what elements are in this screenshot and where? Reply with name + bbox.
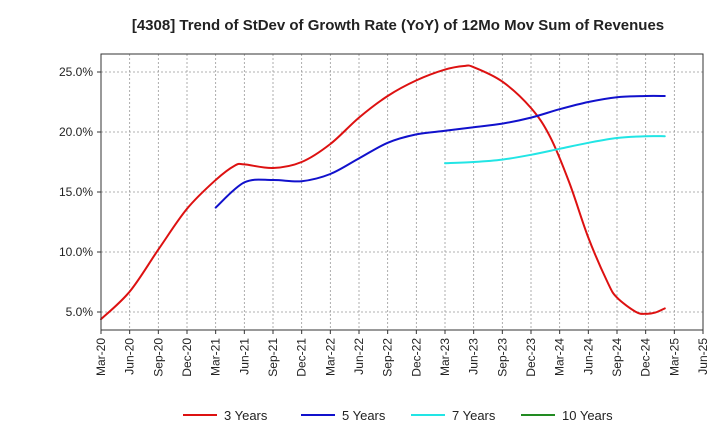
x-tick-label: Sep-23 [495, 338, 509, 377]
x-tick-label: Jun-23 [467, 338, 481, 375]
x-tick-label: Jun-22 [352, 338, 366, 375]
x-tick-label: Sep-22 [381, 338, 395, 377]
legend-label-3-years: 3 Years [224, 408, 268, 423]
series-line-3-years [100, 64, 666, 321]
y-tick-label: 20.0% [59, 125, 93, 139]
x-tick-label: Dec-22 [409, 338, 423, 377]
y-tick-label: 25.0% [59, 65, 93, 79]
x-tick-label: Sep-21 [266, 338, 280, 377]
x-tick-label: Mar-22 [323, 338, 337, 376]
y-tick-label: 15.0% [59, 185, 93, 199]
x-tick-label: Sep-24 [610, 338, 624, 377]
x-tick-label: Mar-20 [94, 338, 108, 376]
series-layer [100, 64, 666, 321]
x-tick-label: Dec-20 [180, 338, 194, 377]
x-tick-label: Dec-23 [524, 338, 538, 377]
y-tick-label: 10.0% [59, 245, 93, 259]
legend: 3 Years 5 Years 7 Years 10 Years [183, 408, 613, 423]
x-tick-label: Mar-21 [209, 338, 223, 376]
x-tick-label: Mar-25 [667, 338, 681, 376]
x-tick-label: Jun-21 [237, 338, 251, 375]
legend-label-10-years: 10 Years [562, 408, 613, 423]
series-line-7-years [444, 135, 666, 165]
series-line-5-years [214, 94, 666, 209]
legend-label-7-years: 7 Years [452, 408, 496, 423]
x-tick-label: Jun-25 [696, 338, 710, 375]
chart-title: [4308] Trend of StDev of Growth Rate (Yo… [132, 17, 664, 34]
x-tick-label: Mar-23 [438, 338, 452, 376]
legend-label-5-years: 5 Years [342, 408, 386, 423]
x-tick-label: Dec-24 [639, 338, 653, 377]
x-tick-label: Jun-20 [123, 338, 137, 375]
y-tick-label: 5.0% [66, 305, 94, 319]
x-tick-label: Dec-21 [295, 338, 309, 377]
x-tick-label: Jun-24 [581, 338, 595, 375]
x-tick-label: Sep-20 [151, 338, 165, 377]
grid [100, 54, 704, 330]
x-tick-label: Mar-24 [553, 338, 567, 376]
x-axis: Mar-20 Jun-20 Sep-20 Dec-20 Mar-21 Jun-21 Sep-… [94, 330, 710, 377]
y-axis: 5.0% 10.0% 15.0% 20.0% 25.0% [59, 65, 101, 319]
